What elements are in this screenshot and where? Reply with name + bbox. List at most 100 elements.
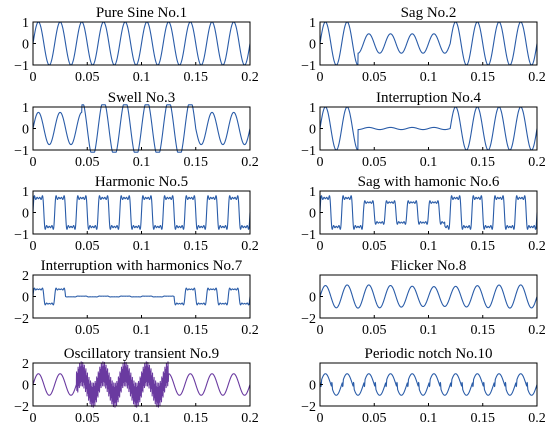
subplot-title: Sag No.2 xyxy=(401,5,457,21)
x-tick-label: 0.1 xyxy=(420,323,438,338)
x-tick-label: 0.05 xyxy=(75,323,100,338)
subplot-1: Pure Sine No.10 0.05 0.1 0.15 0.210−1 xyxy=(14,5,259,85)
x-tick-label: 0.15 xyxy=(184,155,209,170)
subplot-title: Flicker No.8 xyxy=(391,258,467,274)
subplot-title: Swell No.3 xyxy=(108,90,176,106)
x-tick-label: 0.2 xyxy=(241,70,259,85)
y-tick-label: −1 xyxy=(14,59,29,74)
x-tick-label: 0 xyxy=(30,70,37,85)
x-tick-label: 0.15 xyxy=(471,411,496,426)
y-tick-label: 2 xyxy=(22,357,29,372)
y-tick-label: 1 xyxy=(22,185,29,200)
x-tick-label: 0.15 xyxy=(471,70,496,85)
signal-trace xyxy=(32,361,251,408)
x-tick-label: 0.05 xyxy=(362,411,387,426)
x-tick-label: 0.1 xyxy=(133,323,151,338)
y-tick-label: 0 xyxy=(309,379,316,394)
y-tick-label: 1 xyxy=(22,16,29,31)
y-tick-label: 0 xyxy=(22,291,29,306)
x-tick-label: 0 xyxy=(317,323,324,338)
x-tick-label: 0.1 xyxy=(133,155,151,170)
x-tick-label: 0.15 xyxy=(184,411,209,426)
y-tick-label: 0 xyxy=(309,207,316,222)
x-tick-label: 0 xyxy=(317,155,324,170)
subplot-5: Harmonic No.50 0.05 0.1 0.15 0.210−1 xyxy=(14,174,259,254)
y-tick-label: 0 xyxy=(22,123,29,138)
x-tick-label: 0.2 xyxy=(528,323,546,338)
signal-trace xyxy=(319,106,538,151)
subplot-7: Interruption with harmonics No.7 0.05 0.1 0… xyxy=(14,258,259,338)
subplot-title: Pure Sine No.1 xyxy=(96,5,187,21)
x-tick-label: 0.2 xyxy=(241,239,259,254)
x-tick-label: 0.15 xyxy=(184,323,209,338)
y-tick-label: 1 xyxy=(309,16,316,31)
subplot-title: Oscillatory transient No.9 xyxy=(64,346,219,362)
subplot-title: Interruption No.4 xyxy=(376,90,481,106)
x-tick-label: 0 xyxy=(317,411,324,426)
signal-trace xyxy=(32,21,251,66)
y-tick-label: 1 xyxy=(309,101,316,116)
y-tick-label: 0 xyxy=(309,123,316,138)
x-tick-label: 0.15 xyxy=(184,239,209,254)
x-tick-label: 0.1 xyxy=(133,411,151,426)
x-tick-label: 0 xyxy=(317,239,324,254)
x-tick-label: 0.05 xyxy=(75,411,100,426)
signal-trace xyxy=(319,195,538,230)
y-tick-label: 0 xyxy=(309,38,316,53)
x-tick-label: 0.1 xyxy=(420,70,438,85)
y-tick-label: 1 xyxy=(22,101,29,116)
y-tick-label: 1 xyxy=(309,185,316,200)
x-tick-label: 0.15 xyxy=(471,155,496,170)
x-tick-label: 0 xyxy=(30,155,37,170)
subplot-9: Oscillatory transient No.9 0 0.05 0.1 0.15 0.… xyxy=(14,346,259,426)
x-tick-label: 0.15 xyxy=(471,239,496,254)
x-tick-label: 0.1 xyxy=(133,70,151,85)
x-tick-label: 0.05 xyxy=(362,239,387,254)
y-tick-label: −1 xyxy=(301,228,316,243)
signal-trace xyxy=(319,21,538,66)
subplot-6: Sag with hamonic No.60 0.05 0.1 0.15 0.210−1 xyxy=(301,174,546,254)
subplot-title: Interruption with harmonics No.7 xyxy=(41,258,243,274)
y-tick-label: 0 xyxy=(22,207,29,222)
x-tick-label: 0.2 xyxy=(528,239,546,254)
signal-trace xyxy=(32,287,251,306)
signal-trace xyxy=(319,373,538,396)
y-tick-label: −1 xyxy=(301,144,316,159)
y-tick-label: −2 xyxy=(14,400,29,415)
x-tick-label: 0.1 xyxy=(420,155,438,170)
y-tick-label: 0 xyxy=(22,379,29,394)
subplot-title: Sag with hamonic No.6 xyxy=(358,174,500,190)
x-tick-label: 0.15 xyxy=(184,70,209,85)
y-tick-label: −1 xyxy=(14,228,29,243)
x-tick-label: 0.1 xyxy=(420,239,438,254)
x-tick-label: 0.05 xyxy=(362,155,387,170)
signal-trace xyxy=(32,195,251,230)
y-tick-label: −2 xyxy=(14,312,29,327)
y-tick-label: −1 xyxy=(14,144,29,159)
signal-trace xyxy=(319,284,538,309)
x-tick-label: 0.05 xyxy=(75,155,100,170)
x-tick-label: 0.05 xyxy=(362,323,387,338)
x-tick-label: 0.05 xyxy=(75,70,100,85)
x-tick-label: 0 xyxy=(30,411,37,426)
y-tick-label: −2 xyxy=(301,312,316,327)
subplot-3: Swell No.30 0.05 0.1 0.15 0.210−1 xyxy=(14,90,259,170)
subplot-4: Interruption No.40 0.05 0.1 0.15 0.210−1 xyxy=(301,90,546,170)
x-tick-label: 0.2 xyxy=(528,411,546,426)
x-tick-label: 0.15 xyxy=(471,323,496,338)
y-tick-label: 0 xyxy=(22,38,29,53)
x-tick-label: 0.2 xyxy=(241,323,259,338)
y-tick-label: −1 xyxy=(301,59,316,74)
x-tick-label: 0 xyxy=(30,239,37,254)
y-tick-label: −2 xyxy=(301,400,316,415)
x-tick-label: 0.2 xyxy=(241,411,259,426)
x-tick-label: 0.05 xyxy=(362,70,387,85)
x-tick-label: 0.2 xyxy=(241,155,259,170)
y-tick-label: 2 xyxy=(22,269,29,284)
x-tick-label: 0.2 xyxy=(528,70,546,85)
x-tick-label: 0.1 xyxy=(133,239,151,254)
subplot-10: Periodic notch No.100 0.05 0.1 0.15 0.20−2 xyxy=(301,346,546,426)
x-tick-label: 0.1 xyxy=(420,411,438,426)
